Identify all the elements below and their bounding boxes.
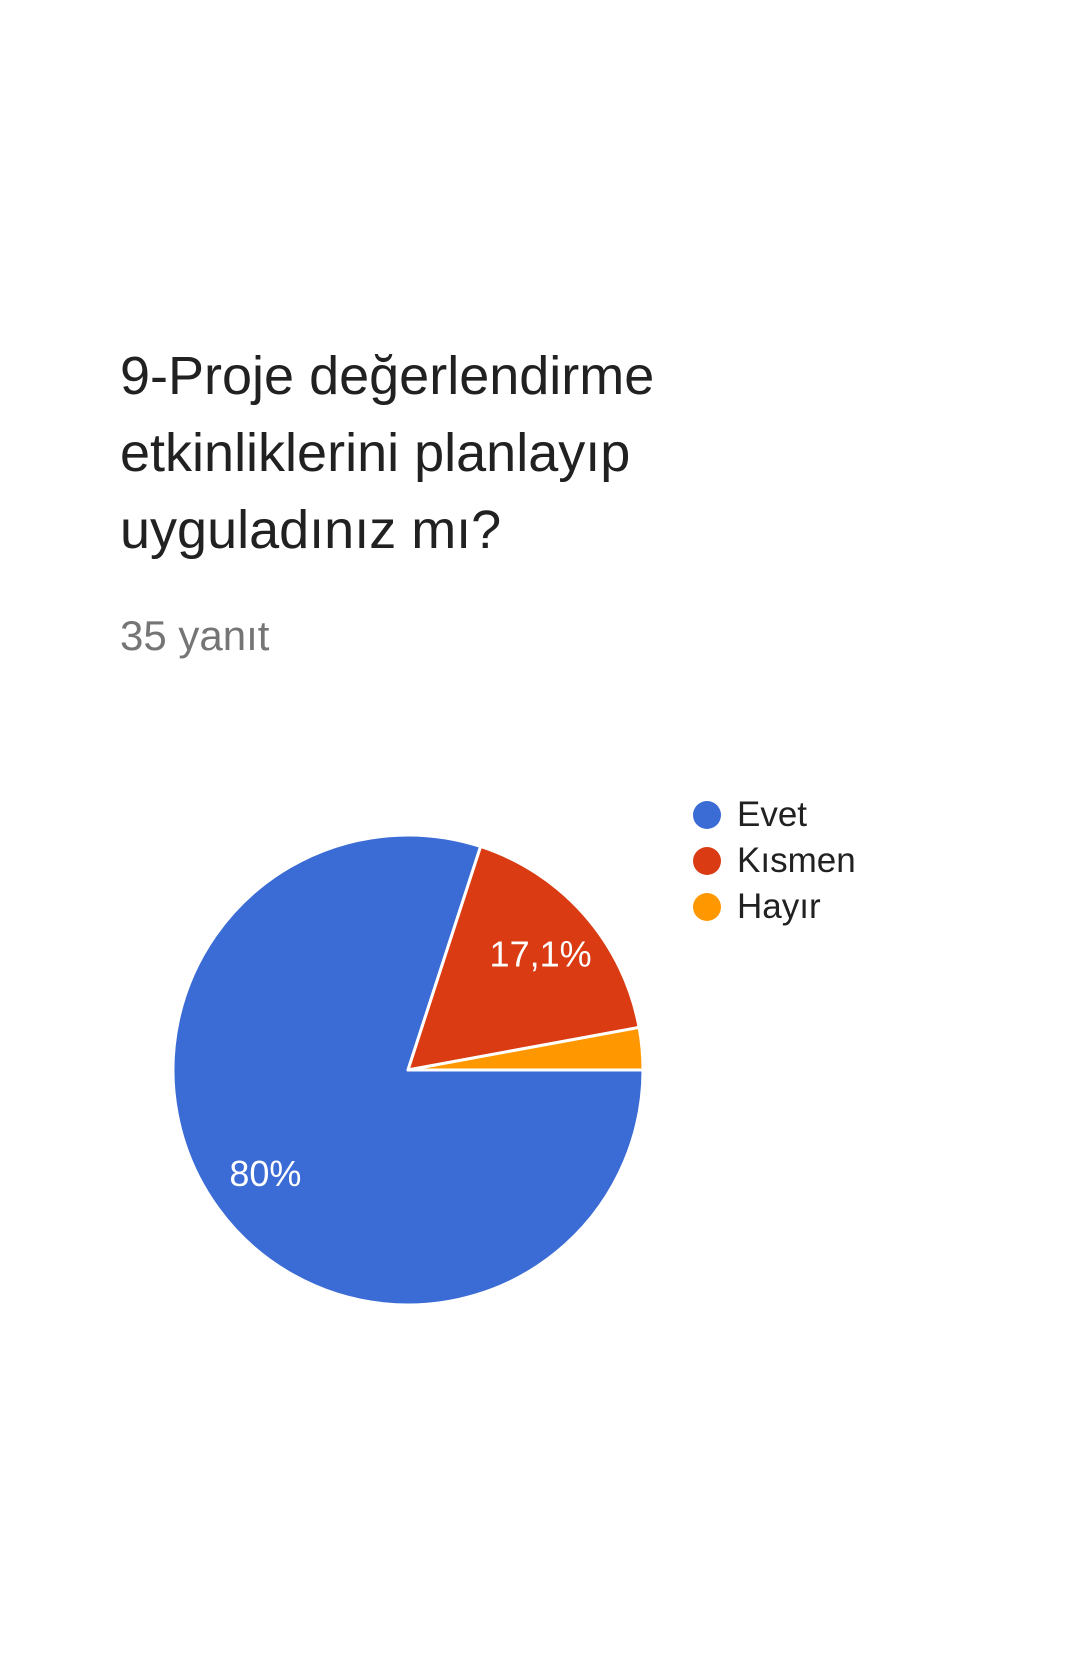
- pie-chart: 80% 17,1%: [171, 833, 645, 1307]
- legend-item-evet: Evet: [693, 792, 856, 838]
- pie-slice-hayir: [406, 1025, 645, 1072]
- responses-count: 35 yanıt: [120, 612, 270, 659]
- legend-label-evet: Evet: [737, 795, 808, 834]
- pie-slice-label-evet: 80%: [229, 1153, 301, 1194]
- legend-label-hayir: Hayır: [737, 887, 821, 926]
- pie-slice-label-kismen: 17,1%: [490, 933, 592, 974]
- legend-color-dot-evet: [693, 801, 721, 829]
- chart-legend: Evet Kısmen Hayır: [693, 792, 856, 930]
- legend-color-dot-hayir: [693, 893, 721, 921]
- legend-item-hayir: Hayır: [693, 884, 856, 930]
- legend-color-dot-kismen: [693, 847, 721, 875]
- question-title: 9-Proje değerlendirme etkinliklerini pla…: [120, 346, 655, 560]
- pie-slice-kismen: [406, 845, 641, 1072]
- legend-label-kismen: Kısmen: [737, 841, 856, 880]
- legend-item-kismen: Kısmen: [693, 838, 856, 884]
